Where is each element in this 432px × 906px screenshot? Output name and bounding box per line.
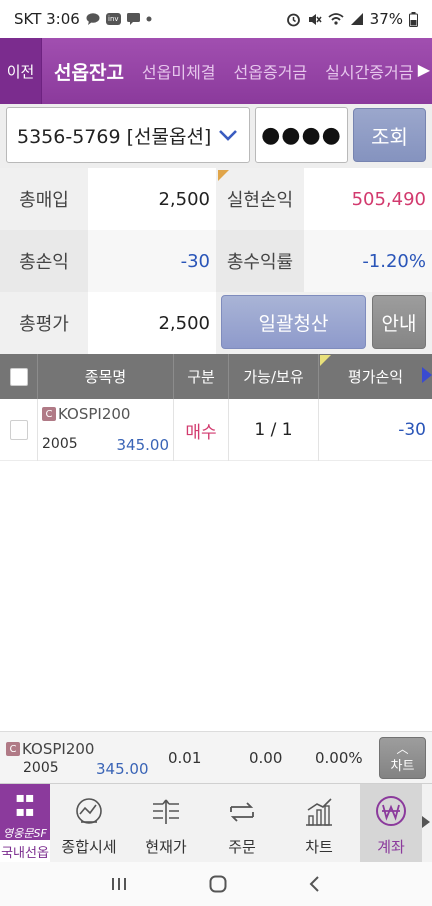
note-corner-icon[interactable] xyxy=(320,355,331,366)
app-logo-label: 영웅문SF xyxy=(3,827,47,840)
table-header: 종목명 구분 가능/보유 평가손익 xyxy=(0,354,432,399)
chat-bubble-icon xyxy=(86,13,100,25)
realized-pl-label: 실현손익 xyxy=(216,168,304,230)
dot-icon xyxy=(146,16,152,22)
row-checkbox[interactable] xyxy=(9,420,28,440)
call-badge-icon: C xyxy=(6,742,20,756)
carrier-time: SKT 3:06 xyxy=(14,10,80,28)
swap-arrows-icon xyxy=(230,802,254,822)
menu-label: 차트 xyxy=(305,838,333,856)
battery-icon xyxy=(409,11,418,27)
header-eval-pl[interactable]: 평가손익 xyxy=(347,368,404,386)
row-year: 2005 xyxy=(42,436,78,452)
row-strike: 345.00 xyxy=(116,436,170,454)
menu-label: 현재가 xyxy=(145,838,187,856)
menu-label: 국내선옵 xyxy=(0,840,50,863)
balance-summary: 총매입 2,500 실현손익 505,490 총손익 -30 총수익률 -1.2… xyxy=(0,168,432,354)
tab-futures-unfilled[interactable]: 선옵미체결 xyxy=(141,63,216,82)
chart-button-label: 차트 xyxy=(390,758,415,774)
menu-chart[interactable]: 차트 xyxy=(280,784,358,863)
tab-futures-balance[interactable]: 선옵잔고 xyxy=(54,61,124,84)
row-symbol: KOSPI200 xyxy=(58,405,131,423)
alarm-icon xyxy=(286,12,301,27)
message-icon xyxy=(126,13,140,25)
quote-strip[interactable]: C KOSPI200 2005 345.00 0.01 0.00 0.00% ︿… xyxy=(0,731,432,783)
row-eval-pl: -30 xyxy=(398,420,426,440)
home-icon[interactable] xyxy=(208,874,228,894)
bottom-menu: ▪▪ ▪▪ 영웅문SF 국내선옵 종합시세 현재가 주문 차트 계좌 xyxy=(0,783,432,863)
grid-icon: ▪▪ ▪▪ xyxy=(15,790,35,820)
info-button[interactable]: 안내 xyxy=(372,295,426,349)
total-eval-label: 총평가 xyxy=(0,292,88,354)
header-name[interactable]: 종목명 xyxy=(38,354,174,399)
account-row: 5356-5769 [선물옵션] ●●●● 조회 xyxy=(0,104,432,168)
globe-chart-icon xyxy=(76,798,102,824)
quote-change: 0.00 xyxy=(249,749,283,767)
table-row[interactable]: C KOSPI200 2005 345.00 매수 1 / 1 -30 xyxy=(0,399,432,461)
quote-symbol: KOSPI200 xyxy=(22,740,95,758)
summary-row: 총평가 2,500 xyxy=(0,292,432,354)
summary-row: 총손익 -30 총수익률 -1.20% xyxy=(0,230,432,292)
account-select[interactable]: 5356-5769 [선물옵션] xyxy=(6,107,250,163)
chart-button[interactable]: ︿ 차트 xyxy=(379,737,426,779)
tab-scroll-right-icon[interactable]: ▶ xyxy=(417,60,430,79)
system-nav-bar xyxy=(0,862,432,906)
row-name-cell: C KOSPI200 2005 345.00 xyxy=(38,399,174,461)
back-nav-icon[interactable] xyxy=(307,875,323,893)
price-list-icon xyxy=(153,799,179,824)
menu-label: 종합시세 xyxy=(61,838,117,856)
quote-price: 0.01 xyxy=(168,749,202,767)
menu-scroll-right-icon[interactable] xyxy=(422,816,430,828)
mute-icon xyxy=(307,12,322,27)
total-pl-value: -30 xyxy=(88,230,216,292)
scroll-right-icon[interactable] xyxy=(422,367,432,383)
quote-year: 2005 xyxy=(23,760,59,776)
total-return-label: 총수익률 xyxy=(216,230,304,292)
quote-strike: 345.00 xyxy=(96,760,149,778)
battery-percent: 37% xyxy=(369,10,403,28)
total-eval-value: 2,500 xyxy=(88,292,216,354)
select-all-checkbox[interactable] xyxy=(9,367,28,386)
query-button[interactable]: 조회 xyxy=(353,108,426,162)
menu-market-overview[interactable]: 종합시세 xyxy=(50,784,128,863)
menu-current-price[interactable]: 현재가 xyxy=(128,784,204,863)
menu-label: 계좌 xyxy=(377,838,405,856)
row-qty: 1 / 1 xyxy=(229,399,319,461)
total-pl-label: 총손익 xyxy=(0,230,88,292)
password-field[interactable]: ●●●● xyxy=(255,107,348,163)
bulk-liquidate-button[interactable]: 일괄청산 xyxy=(221,295,366,349)
tab-realtime-margin[interactable]: 실시간증거금 xyxy=(325,63,414,82)
wifi-icon xyxy=(328,12,344,26)
app-logo: ▪▪ ▪▪ 영웅문SF xyxy=(0,790,50,840)
menu-label: 주문 xyxy=(228,838,256,856)
realized-pl-value: 505,490 xyxy=(304,168,432,230)
select-all-cell xyxy=(0,354,38,399)
menu-account[interactable]: 계좌 xyxy=(360,784,422,863)
header-qty[interactable]: 가능/보유 xyxy=(229,354,319,399)
row-select-cell xyxy=(0,399,38,461)
inv-icon: inv xyxy=(105,13,121,25)
total-buy-value: 2,500 xyxy=(88,168,216,230)
call-badge-icon: C xyxy=(42,407,56,421)
status-bar: SKT 3:06 inv 37% xyxy=(0,0,432,38)
recent-apps-icon[interactable] xyxy=(109,875,129,893)
tab-futures-margin[interactable]: 선옵증거금 xyxy=(233,63,308,82)
header-kind[interactable]: 구분 xyxy=(174,354,229,399)
back-button[interactable]: 이전 xyxy=(0,38,42,104)
total-return-value: -1.20% xyxy=(304,230,432,292)
row-kind: 매수 xyxy=(174,399,229,461)
screen-tab-bar: 이전 선옵잔고 선옵미체결 선옵증거금 실시간증거금 ▶ xyxy=(0,38,432,104)
signal-icon xyxy=(350,12,364,26)
menu-domestic-futures[interactable]: ▪▪ ▪▪ 영웅문SF 국내선옵 xyxy=(0,784,50,863)
account-value: 5356-5769 [선물옵션] xyxy=(17,125,212,148)
menu-order[interactable]: 주문 xyxy=(204,784,280,863)
bar-chart-icon xyxy=(306,798,332,826)
summary-row: 총매입 2,500 실현손익 505,490 xyxy=(0,168,432,230)
quote-change-rate: 0.00% xyxy=(315,749,363,767)
chevron-up-icon: ︿ xyxy=(396,741,409,756)
total-buy-label: 총매입 xyxy=(0,168,88,230)
note-corner-icon[interactable] xyxy=(218,170,229,181)
chevron-down-icon xyxy=(219,130,237,141)
won-coin-icon xyxy=(376,796,406,826)
